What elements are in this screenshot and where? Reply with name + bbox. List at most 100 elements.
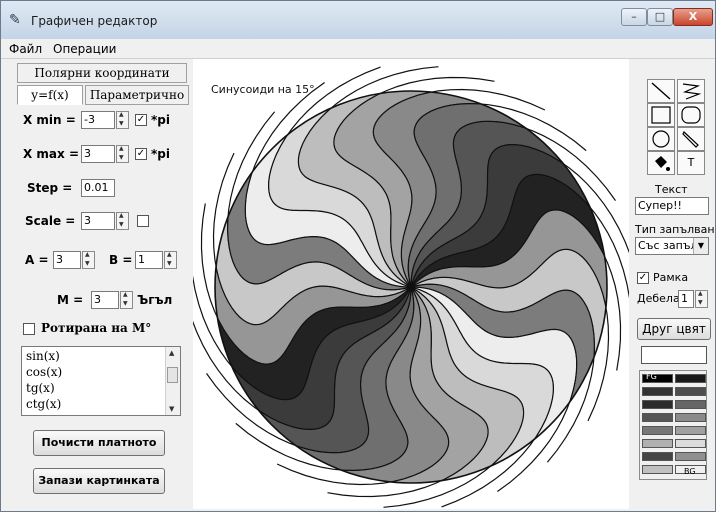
xmax-input[interactable]: 3 <box>81 145 115 163</box>
palette-swatch[interactable] <box>642 400 673 409</box>
m-input[interactable]: 3 <box>91 291 119 309</box>
palette-swatch[interactable] <box>675 400 706 409</box>
scale-input[interactable]: 3 <box>81 212 115 230</box>
fill-type-value: Със запъл <box>638 239 698 252</box>
pencil-tool[interactable] <box>677 127 705 151</box>
sinusoid-curve <box>267 66 412 288</box>
palette-swatch[interactable] <box>642 439 673 448</box>
thickness-input[interactable]: 1 <box>678 290 694 308</box>
sinusoid-curve <box>200 203 412 365</box>
sinusoid-curve <box>410 248 610 422</box>
thickness-stepper[interactable] <box>695 290 708 308</box>
palette-swatch[interactable] <box>675 426 706 435</box>
disc-outline <box>214 90 608 484</box>
fill-type-select[interactable]: Със запъл ▼ <box>635 237 709 255</box>
save-picture-button[interactable]: Запази картинката <box>33 468 165 494</box>
xmin-stepper[interactable] <box>116 111 129 129</box>
xmax-pi-checkbox[interactable]: ✓ <box>135 148 147 160</box>
sinusoid-curve <box>410 143 632 288</box>
tab-yfx[interactable]: y=f(x) <box>17 85 83 105</box>
other-color-button[interactable]: Друг цвят <box>637 318 711 340</box>
scroll-thumb[interactable] <box>167 367 178 383</box>
scale-label: Scale = <box>25 214 76 228</box>
rectangle-tool[interactable] <box>647 103 675 127</box>
fill-type-label: Тип запълване <box>635 223 716 236</box>
scroll-up-icon[interactable]: ▲ <box>169 349 175 357</box>
xmin-pi-checkbox[interactable]: ✓ <box>135 114 147 126</box>
ellipse-tool[interactable] <box>647 127 675 151</box>
polyline-tool[interactable] <box>677 79 705 103</box>
list-item[interactable]: cos(x) <box>26 365 63 379</box>
text-input[interactable]: Супер!! <box>635 197 709 215</box>
palette-swatch[interactable] <box>675 439 706 448</box>
palette-swatch[interactable] <box>675 465 706 474</box>
line-icon <box>651 82 671 100</box>
sinusoid-curve <box>383 286 525 508</box>
frame-checkbox[interactable]: ✓ <box>637 272 649 284</box>
sinusoid-curve <box>276 286 450 486</box>
menu-operations[interactable]: Операции <box>53 42 117 56</box>
b-stepper[interactable] <box>164 251 177 269</box>
close-button[interactable]: X <box>673 8 713 26</box>
sinusoid-curve <box>190 259 412 401</box>
a-input[interactable]: 3 <box>53 251 81 269</box>
rounded-rect-tool[interactable] <box>677 103 705 127</box>
sinusoid-curve <box>410 286 555 508</box>
sinusoid-curve <box>226 111 412 291</box>
tool-palette: T <box>643 75 705 179</box>
m-stepper[interactable] <box>120 291 133 309</box>
rotation-checkbox[interactable] <box>23 323 35 335</box>
fill-tool[interactable] <box>647 151 675 175</box>
maximize-button[interactable]: □ <box>647 8 673 26</box>
palette-swatch[interactable] <box>675 413 706 422</box>
color-palette: FG BG <box>639 370 707 480</box>
list-item[interactable]: tg(x) <box>26 381 55 395</box>
function-list[interactable]: sin(x) cos(x) tg(x) ctg(x) ▲ ▼ <box>21 346 181 416</box>
tab-parametric[interactable]: Параметрично <box>85 85 189 105</box>
palette-swatch[interactable] <box>675 387 706 396</box>
line-tool[interactable] <box>647 79 675 103</box>
m-label: M = <box>57 293 84 307</box>
ellipse-icon <box>652 130 670 148</box>
tab-polar[interactable]: Полярни координати <box>17 63 187 83</box>
list-scrollbar[interactable]: ▲ ▼ <box>165 347 180 415</box>
palette-swatch[interactable] <box>642 465 673 474</box>
scroll-down-icon[interactable]: ▼ <box>169 405 175 413</box>
bg-label: BG <box>684 467 696 476</box>
xmax-stepper[interactable] <box>116 145 129 163</box>
minimize-button[interactable]: – <box>621 8 647 26</box>
scale-stepper[interactable] <box>116 212 129 230</box>
polyline-icon <box>682 83 702 100</box>
palette-swatch[interactable] <box>675 452 706 461</box>
clear-canvas-button[interactable]: Почисти платното <box>33 430 165 456</box>
list-item[interactable]: ctg(x) <box>26 397 62 411</box>
paint-bucket-icon <box>655 156 670 171</box>
drawing-canvas[interactable]: Синусоиди на 15° <box>190 59 632 509</box>
menu-file[interactable]: Файл <box>9 42 43 56</box>
a-stepper[interactable] <box>82 251 95 269</box>
sinusoid-curve <box>212 152 412 326</box>
chevron-down-icon[interactable]: ▼ <box>693 238 708 254</box>
palette-swatch[interactable] <box>642 374 673 383</box>
palette-swatch[interactable] <box>642 387 673 396</box>
sinusoid-curve <box>327 286 489 498</box>
b-input[interactable]: 1 <box>135 251 163 269</box>
sinusoid-art <box>190 66 632 508</box>
palette-swatch[interactable] <box>642 452 673 461</box>
palette-swatch[interactable] <box>642 413 673 422</box>
title-bar: ✎ Графичен редактор – □ X <box>1 1 715 39</box>
thickness-label: Дебела <box>637 292 680 305</box>
sinusoid-curve <box>410 209 622 371</box>
list-item[interactable]: sin(x) <box>26 349 60 363</box>
frame-label: Рамка <box>653 271 689 284</box>
pencil-icon <box>682 131 699 148</box>
step-input[interactable]: 0.01 <box>81 179 115 197</box>
sinusoid-curve <box>244 82 411 288</box>
xmin-input[interactable]: -3 <box>81 111 115 129</box>
scale-checkbox[interactable] <box>137 215 149 227</box>
palette-swatch[interactable] <box>642 426 673 435</box>
palette-swatch[interactable] <box>675 374 706 383</box>
rectangle-icon <box>651 106 671 124</box>
text-tool[interactable]: T <box>677 151 705 175</box>
